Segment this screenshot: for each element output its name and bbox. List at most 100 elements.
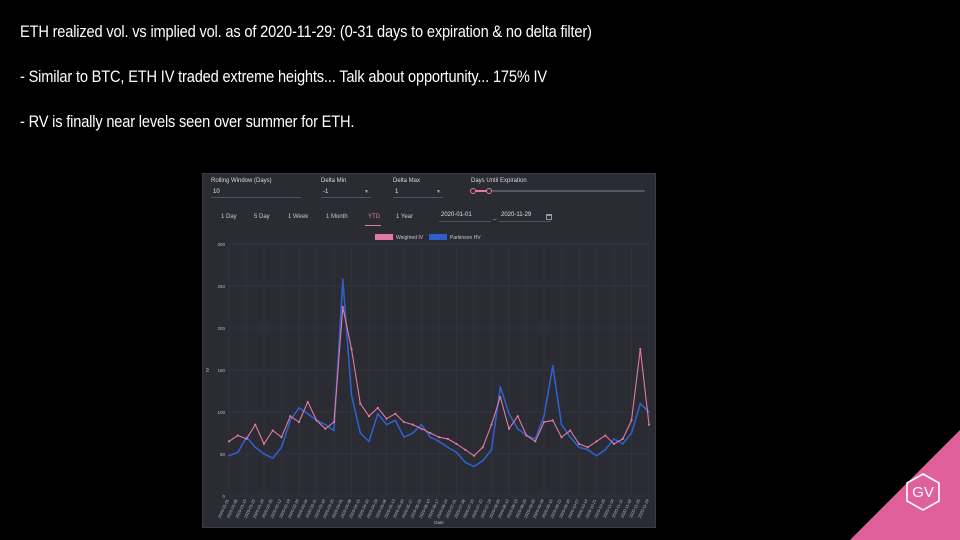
rolling-window-label: Rolling Window (Days) xyxy=(211,178,272,184)
weighted-iv-point xyxy=(341,305,344,309)
legend-entry: Weighted IV xyxy=(396,235,424,241)
tab-1-year[interactable]: 1 Year xyxy=(396,214,414,220)
weighted-iv-point xyxy=(350,347,353,351)
tab-1-month[interactable]: 1 Month xyxy=(326,214,348,220)
parkinson-hv-point xyxy=(324,423,327,426)
weighted-iv-point xyxy=(420,427,423,430)
parkinson-hv-point xyxy=(560,423,563,426)
tab-ytd[interactable]: YTD xyxy=(368,214,380,220)
parkinson-hv-point xyxy=(271,457,274,460)
weighted-iv-point xyxy=(332,420,336,424)
weighted-iv-point xyxy=(324,427,327,430)
y-tick-label: 100 xyxy=(217,410,225,415)
parkinson-hv-point xyxy=(359,432,362,434)
tab-5-day[interactable]: 5 Day xyxy=(254,214,270,220)
rolling-window-input[interactable]: 10 xyxy=(211,187,301,198)
slide-bullet-iv: - Similar to BTC, ETH IV traded extreme … xyxy=(20,67,548,86)
slide-heading: ETH realized vol. vs implied vol. as of … xyxy=(20,22,592,41)
delta-min-select[interactable]: -1 ▼ xyxy=(321,187,371,198)
parkinson-hv-point xyxy=(411,432,414,434)
delta-min-label: Delta Min xyxy=(321,178,347,184)
weighted-iv-point xyxy=(499,395,502,398)
start-date-input[interactable]: 2020-01-01 xyxy=(439,212,491,222)
delta-max-value: 1 xyxy=(395,189,399,195)
y-axis-label: IV xyxy=(205,368,210,372)
tab-1-week[interactable]: 1 Week xyxy=(288,214,309,220)
delta-max-select[interactable]: 1 ▼ xyxy=(393,187,443,198)
parkinson-hv-point xyxy=(376,412,379,415)
parkinson-hv-point xyxy=(263,453,265,455)
weighted-iv-point xyxy=(411,423,414,426)
parkinson-hv-point xyxy=(621,443,624,445)
days-expiration-slider-fill xyxy=(471,190,489,192)
x-axis-label: Date xyxy=(434,520,444,525)
legend-entry: Parkinson HV xyxy=(450,235,481,241)
chevron-down-icon: ▼ xyxy=(436,189,441,195)
calendar-icon[interactable] xyxy=(546,214,552,220)
parkinson-hv-point xyxy=(604,448,607,451)
weighted-iv-point xyxy=(245,437,248,440)
slider-min-handle[interactable] xyxy=(470,188,476,194)
parkinson-hv-point xyxy=(630,432,633,434)
parkinson-hv-point xyxy=(516,427,519,430)
days-expiration-slider[interactable] xyxy=(471,190,645,192)
weighted-iv-point xyxy=(315,419,318,422)
weighted-iv-point xyxy=(577,442,581,446)
logo-triangle xyxy=(850,430,960,540)
weighted-iv-point xyxy=(507,427,511,430)
slider-max-handle[interactable] xyxy=(486,188,492,194)
parkinson-hv-point xyxy=(464,461,467,464)
y-tick-label: 300 xyxy=(217,242,225,247)
weighted-iv-point xyxy=(236,434,239,437)
parkinson-hv-point xyxy=(280,446,283,449)
weighted-iv-point xyxy=(262,442,266,446)
parkinson-hv-point xyxy=(639,402,642,405)
tab-1-day[interactable]: 1 Day xyxy=(221,214,237,220)
weighted-iv-point xyxy=(630,419,633,422)
weighted-iv-point xyxy=(595,440,598,443)
parkinson-hv-point xyxy=(595,454,598,457)
parkinson-hv-point xyxy=(455,451,458,454)
parkinson-hv-point xyxy=(236,451,239,454)
weighted-iv-point xyxy=(542,420,546,424)
end-date-input[interactable]: 2020-11-29 xyxy=(499,212,551,222)
weighted-iv-point xyxy=(367,415,371,418)
weighted-iv-point xyxy=(359,402,362,405)
parkinson-hv-point xyxy=(473,465,475,468)
parkinson-hv-point xyxy=(613,437,615,440)
weighted-iv-point xyxy=(297,420,301,424)
parkinson-hv-point xyxy=(648,411,650,413)
weighted-iv-point xyxy=(271,429,274,432)
weighted-iv-point xyxy=(647,423,651,426)
weighted-iv-point xyxy=(455,442,458,446)
parkinson-hv-point xyxy=(368,440,370,443)
slide-bullet-rv: - RV is finally near levels seen over su… xyxy=(20,112,355,131)
weighted-iv-point xyxy=(280,436,283,439)
parkinson-hv-point xyxy=(394,419,397,422)
weighted-iv-point xyxy=(254,423,257,426)
weighted-iv-point xyxy=(402,420,406,424)
parkinson-hv-point xyxy=(333,429,335,432)
parkinson-hv-point xyxy=(254,446,257,449)
weighted-iv-point xyxy=(289,415,292,418)
weighted-iv-point xyxy=(376,406,379,409)
parkinson-hv-point xyxy=(490,448,493,451)
gv-logo: GV xyxy=(850,430,960,540)
parkinson-hv-point xyxy=(289,419,292,422)
parkinson-hv-point xyxy=(298,406,300,409)
y-tick-label: 250 xyxy=(217,284,225,289)
weighted-iv-point xyxy=(464,448,467,451)
parkinson-hv-point xyxy=(306,412,309,415)
y-tick-label: 0 xyxy=(222,494,225,499)
legend-swatch xyxy=(375,234,393,240)
weighted-iv-point xyxy=(516,415,519,418)
weighted-iv-point xyxy=(490,423,493,426)
weighted-iv-point xyxy=(569,429,572,432)
weighted-iv-point xyxy=(604,434,607,437)
weighted-iv-point xyxy=(639,347,642,351)
volatility-chart: Weighted IV Parkinson HV 0 50 100 150 200 250 3… xyxy=(205,234,651,525)
weighted-iv-point xyxy=(534,440,537,443)
y-tick-label: 200 xyxy=(217,326,225,331)
parkinson-hv-point xyxy=(499,385,502,388)
parkinson-hv-point xyxy=(429,436,432,439)
